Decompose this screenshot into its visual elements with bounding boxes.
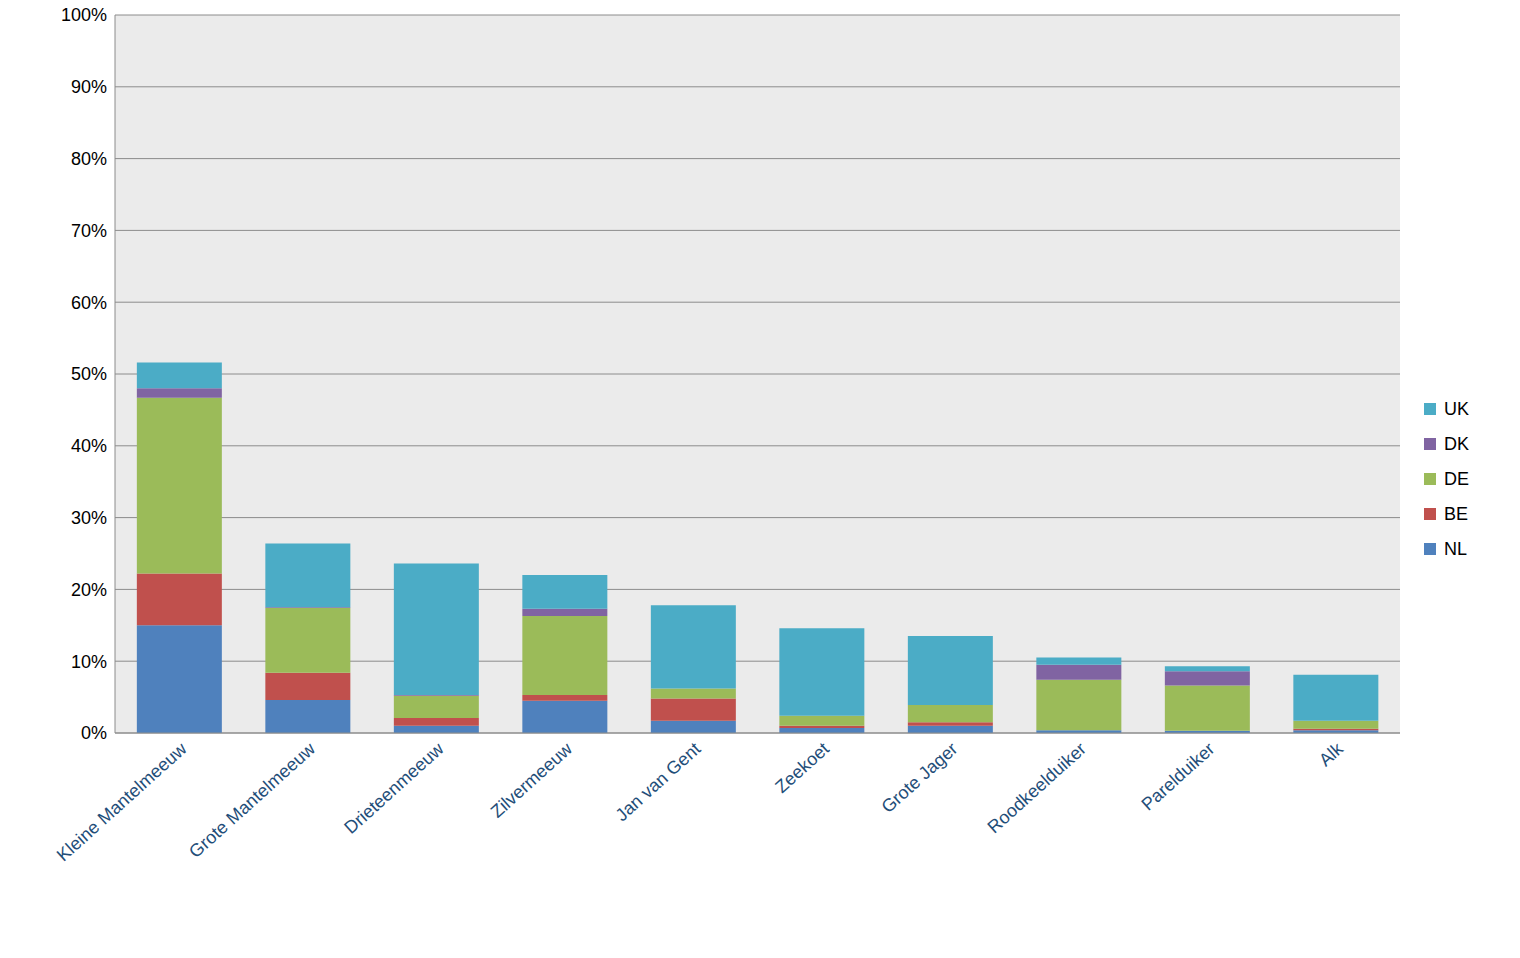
html-text:NL: NL: [1444, 538, 1467, 559]
svg-text:30%: 30%: [71, 508, 107, 528]
svg-text:Grote Mantelmeeuw: Grote Mantelmeeuw: [185, 738, 320, 862]
svg-text:80%: 80%: [71, 149, 107, 169]
html-text:DK: DK: [1444, 433, 1469, 454]
svg-text:Kleine Mantelmeeuw: Kleine Mantelmeeuw: [53, 738, 191, 865]
svg-text:Jan van Gent: Jan van Gent: [612, 739, 705, 826]
svg-text:100%: 100%: [61, 5, 107, 25]
svg-text:Zilvermeeuw: Zilvermeeuw: [487, 738, 577, 822]
svg-text:20%: 20%: [71, 580, 107, 600]
svg-text:60%: 60%: [71, 293, 107, 313]
svg-text:Parelduiker: Parelduiker: [1137, 739, 1218, 815]
html-text:DE: DE: [1444, 468, 1469, 489]
html-text:BE: BE: [1444, 503, 1468, 524]
svg-text:50%: 50%: [71, 364, 107, 384]
html-text:UK: UK: [1444, 398, 1469, 419]
svg-text:70%: 70%: [71, 221, 107, 241]
svg-text:40%: 40%: [71, 436, 107, 456]
svg-text:Drieteenmeeuw: Drieteenmeeuw: [340, 738, 448, 838]
svg-text:Zeekoet: Zeekoet: [771, 739, 833, 797]
svg-text:0%: 0%: [81, 723, 107, 743]
svg-text:10%: 10%: [71, 652, 107, 672]
svg-text:Alk: Alk: [1315, 738, 1348, 770]
svg-text:Roodkeelduiker: Roodkeelduiker: [984, 739, 1090, 838]
svg-text:90%: 90%: [71, 77, 107, 97]
svg-text:Grote Jager: Grote Jager: [877, 739, 961, 817]
